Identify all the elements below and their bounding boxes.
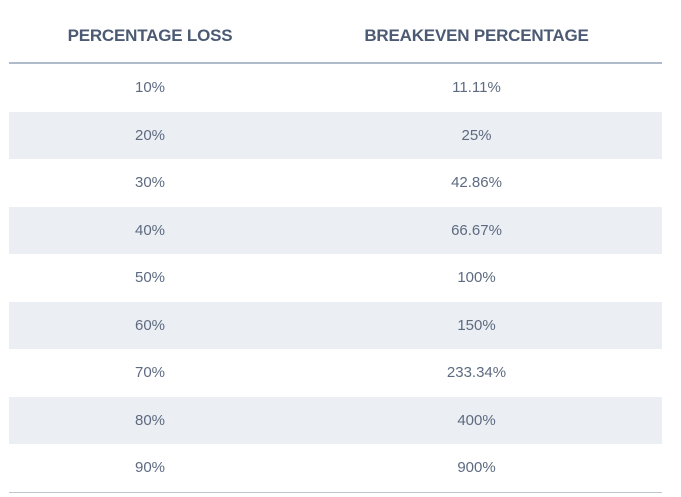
table-row: 90% 900% (9, 444, 662, 492)
table-row: 50% 100% (9, 254, 662, 302)
cell-breakeven-percentage: 900% (457, 459, 496, 477)
table-header-row: PERCENTAGE LOSS BREAKEVEN PERCENTAGE (9, 0, 662, 64)
table-row: 20% 25% (9, 111, 662, 159)
column-header-breakeven-percentage: BREAKEVEN PERCENTAGE (364, 26, 589, 45)
cell-breakeven-percentage: 233.34% (446, 364, 507, 382)
cell-breakeven-percentage: 42.86% (451, 174, 502, 192)
cell-percentage-loss: 50% (134, 269, 166, 287)
table-body: 10% 11.11% 20% 25% 30% 42.86% 40% 66.67%… (9, 64, 662, 493)
cell-breakeven-percentage: 25% (461, 126, 492, 144)
cell-percentage-loss: 90% (134, 459, 166, 477)
cell-breakeven-percentage: 150% (457, 316, 496, 334)
cell-percentage-loss: 80% (134, 411, 166, 429)
cell-percentage-loss: 10% (134, 79, 166, 97)
breakeven-table: PERCENTAGE LOSS BREAKEVEN PERCENTAGE 10%… (9, 0, 662, 493)
cell-percentage-loss: 70% (134, 364, 166, 382)
cell-breakeven-percentage: 66.67% (451, 221, 502, 239)
cell-percentage-loss: 60% (134, 316, 166, 334)
table-row: 10% 11.11% (9, 64, 662, 112)
cell-breakeven-percentage: 100% (457, 269, 496, 287)
table-row: 70% 233.34% (9, 349, 662, 397)
cell-percentage-loss: 40% (134, 221, 166, 239)
cell-percentage-loss: 30% (134, 174, 166, 192)
cell-percentage-loss: 20% (134, 126, 166, 144)
column-header-percentage-loss: PERCENTAGE LOSS (67, 26, 233, 45)
cell-breakeven-percentage: 400% (457, 411, 496, 429)
table-row: 40% 66.67% (9, 206, 662, 254)
cell-breakeven-percentage: 11.11% (452, 79, 501, 97)
table-row: 30% 42.86% (9, 159, 662, 207)
table-row: 80% 400% (9, 396, 662, 444)
table-row: 60% 150% (9, 301, 662, 349)
